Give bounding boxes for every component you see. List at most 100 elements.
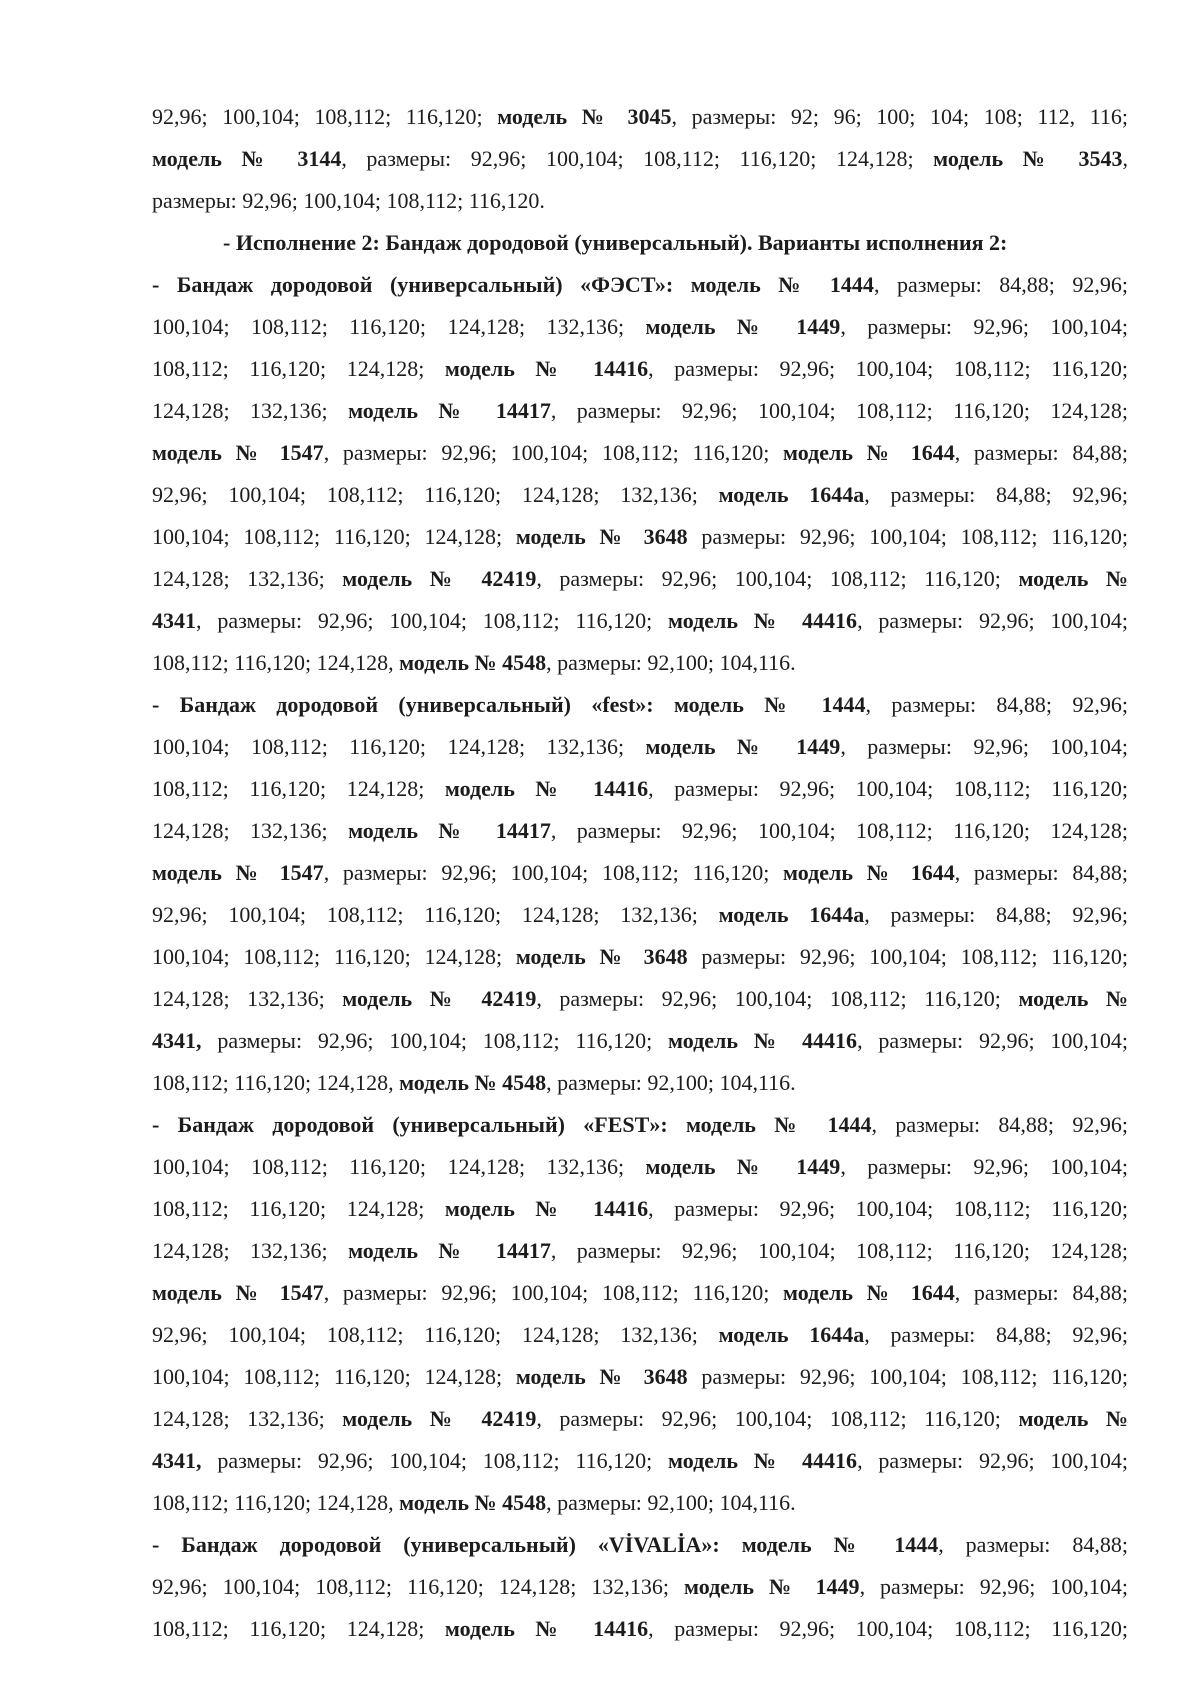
bold-text: - Бандаж дородовой (универсальный) «ФЭСТ… [152, 272, 874, 297]
bold-text: модель № 14416 [444, 1196, 649, 1221]
text: , размеры: 92,96; 100,104; [840, 314, 1128, 339]
bold-text: - Исполнение 2: Бандаж дородовой (универ… [223, 230, 1008, 255]
text: , размеры: 92,96; 100,104; 108,112; 116,… [550, 398, 1128, 423]
text-line: 92,96; 100,104; 108,112; 116,120; 124,12… [152, 894, 1128, 936]
bold-text: - Бандаж дородовой (универсальный) «FEST… [152, 1112, 872, 1137]
text: размеры: 92,96; 100,104; 108,112; 116,12… [687, 944, 1128, 969]
text: , размеры: 84,88; [938, 1532, 1128, 1557]
text: 100,104; 108,112; 116,120; 124,128; 132,… [152, 1154, 646, 1179]
bold-text: модель № 42419 [342, 986, 537, 1011]
text: , размеры: 92,96; 100,104; [840, 734, 1128, 759]
text: 100,104; 108,112; 116,120; 124,128; 132,… [152, 314, 646, 339]
text-line: 92,96; 100,104; 108,112; 116,120; 124,12… [152, 1314, 1128, 1356]
text: , размеры: 92,96; 100,104; 108,112; 116,… [323, 1280, 784, 1305]
text-line: 100,104; 108,112; 116,120; 124,128; 132,… [152, 1146, 1128, 1188]
text: 92,96; 100,104; 108,112; 116,120; 124,12… [152, 482, 719, 507]
bold-text: модель № 3543 [933, 146, 1123, 171]
bold-text: модель № 1644 [783, 440, 955, 465]
bold-text: модель № 3045 [497, 104, 672, 129]
bold-text: модель № 1547 [152, 1280, 324, 1305]
text-line: 108,112; 116,120; 124,128, модель № 4548… [152, 1482, 1128, 1524]
paragraph: - Бандаж дородовой (универсальный) «VİVA… [152, 1524, 1128, 1650]
text: , размеры: 92,96; 100,104; [840, 1154, 1128, 1179]
text: , размеры: 92,96; 100,104; 108,112; 116,… [536, 1406, 1019, 1431]
bold-text: модель 1644а [718, 1322, 865, 1347]
text: , размеры: 92,96; 100,104; [857, 1028, 1128, 1053]
text: , размеры: 92,96; 100,104; 108,112; 116,… [648, 776, 1128, 801]
bold-text: 4341 [152, 608, 196, 633]
text-line: - Исполнение 2: Бандаж дородовой (универ… [152, 222, 1128, 264]
text: 108,112; 116,120; 124,128; [152, 1616, 445, 1641]
text-line: модель № 1547, размеры: 92,96; 100,104; … [152, 1272, 1128, 1314]
text: 100,104; 108,112; 116,120; 124,128; 132,… [152, 734, 646, 759]
bold-text: модель № 42419 [342, 566, 537, 591]
text: размеры: 92,96; 100,104; 108,112; 116,12… [152, 188, 545, 213]
bold-text: модель № 1449 [645, 734, 841, 759]
text: , размеры: 92,100; 104,116. [546, 650, 796, 675]
bold-text: модель № 1644 [783, 860, 955, 885]
bold-text: модель № 44416 [668, 1028, 858, 1053]
bold-text: модель № [1018, 986, 1128, 1011]
text: размеры: 92,96; 100,104; 108,112; 116,12… [201, 1028, 669, 1053]
text: размеры: 92,96; 100,104; 108,112; 116,12… [201, 1448, 669, 1473]
text-line: 108,112; 116,120; 124,128, модель № 4548… [152, 1062, 1128, 1104]
text: , размеры: 92,96; 100,104; 108,112; 116,… [550, 818, 1128, 843]
paragraph: - Бандаж дородовой (универсальный) «ФЭСТ… [152, 264, 1128, 684]
text-line: 4341, размеры: 92,96; 100,104; 108,112; … [152, 1440, 1128, 1482]
text: , размеры: 92,96; 100,104; 108,112; 116,… [648, 356, 1128, 381]
text: 124,128; 132,136; [152, 566, 343, 591]
text-line: - Бандаж дородовой (универсальный) «FEST… [152, 1104, 1128, 1146]
text-line: 108,112; 116,120; 124,128; модель № 1441… [152, 348, 1128, 390]
text-line: - Бандаж дородовой (универсальный) «ФЭСТ… [152, 264, 1128, 306]
text: , размеры: 84,88; 92,96; [864, 902, 1128, 927]
text: , размеры: 92,96; 100,104; 108,112; 116,… [323, 440, 784, 465]
text: размеры: 92,96; 100,104; 108,112; 116,12… [687, 524, 1128, 549]
text: , размеры: 92,96; 100,104; 108,112; 116,… [550, 1238, 1128, 1263]
bold-text: модель № [1018, 566, 1128, 591]
text: , размеры: 92,96; 100,104; [857, 608, 1128, 633]
text: , размеры: 92,96; 100,104; [857, 1448, 1128, 1473]
text-line: 124,128; 132,136; модель № 14417, размер… [152, 390, 1128, 432]
paragraph: - Бандаж дородовой (универсальный) «fest… [152, 684, 1128, 1104]
bold-text: 4341, [152, 1448, 202, 1473]
text: 108,112; 116,120; 124,128; [152, 356, 445, 381]
paragraph: 92,96; 100,104; 108,112; 116,120; модель… [152, 96, 1128, 222]
section-heading: - Исполнение 2: Бандаж дородовой (универ… [152, 222, 1128, 264]
text: , [1122, 146, 1128, 171]
text: 124,128; 132,136; [152, 1238, 349, 1263]
bold-text: модель № 44416 [668, 608, 858, 633]
bold-text: модель № 4548 [399, 1070, 547, 1095]
text-line: - Бандаж дородовой (универсальный) «VİVA… [152, 1524, 1128, 1566]
bold-text: модель № 1449 [645, 314, 841, 339]
text: , размеры: 92,96; 100,104; 108,112; 116,… [648, 1196, 1128, 1221]
text-line: модель № 1547, размеры: 92,96; 100,104; … [152, 852, 1128, 894]
text: , размеры: 92,96; 100,104; 108,112; 116,… [323, 860, 784, 885]
bold-text: модель № 14416 [444, 356, 649, 381]
text-line: 92,96; 100,104; 108,112; 116,120; 124,12… [152, 1566, 1128, 1608]
text-line: 124,128; 132,136; модель № 42419, размер… [152, 978, 1128, 1020]
bold-text: модель № 3648 [515, 1364, 688, 1389]
text-line: 124,128; 132,136; модель № 14417, размер… [152, 1230, 1128, 1272]
text: размеры: 92,96; 100,104; 108,112; 116,12… [687, 1364, 1128, 1389]
text: , размеры: 84,88; [954, 440, 1128, 465]
text: 124,128; 132,136; [152, 986, 343, 1011]
text: 108,112; 116,120; 124,128, [152, 1070, 400, 1095]
text: , размеры: 84,88; [954, 1280, 1128, 1305]
bold-text: модель № 4548 [399, 650, 547, 675]
document-page: 92,96; 100,104; 108,112; 116,120; модель… [152, 96, 1128, 1650]
text: 92,96; 100,104; 108,112; 116,120; 124,12… [152, 1322, 719, 1347]
text: , размеры: 92,96; 100,104; 108,112; 116,… [648, 1616, 1128, 1641]
text: , размеры: 84,88; 92,96; [865, 692, 1128, 717]
text-line: 4341, размеры: 92,96; 100,104; 108,112; … [152, 600, 1128, 642]
bold-text: модель № 4548 [399, 1490, 547, 1515]
bold-text: модель № 1547 [152, 860, 324, 885]
bold-text: 4341, [152, 1028, 202, 1053]
text: 124,128; 132,136; [152, 818, 349, 843]
bold-text: модель 1644а [718, 482, 865, 507]
text: 92,96; 100,104; 108,112; 116,120; 124,12… [152, 1574, 685, 1599]
bold-text: модель № [1018, 1406, 1128, 1431]
text: , размеры: 92,100; 104,116. [546, 1490, 796, 1515]
text: 100,104; 108,112; 116,120; 124,128; [152, 944, 516, 969]
text-line: 100,104; 108,112; 116,120; 124,128; моде… [152, 516, 1128, 558]
bold-text: модель № 14417 [348, 398, 551, 423]
